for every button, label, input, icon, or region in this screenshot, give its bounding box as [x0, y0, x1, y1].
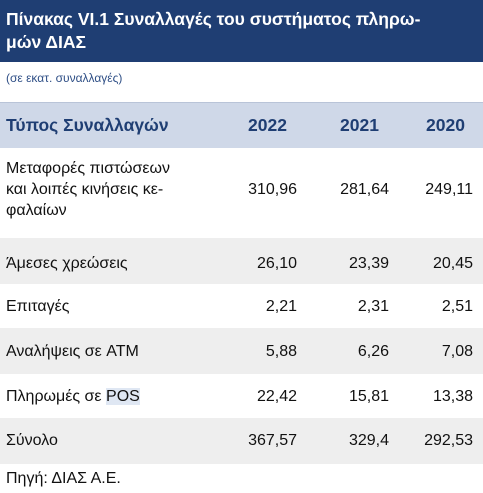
header-year-2020: 2020: [426, 115, 465, 135]
cell-2020: 2,51: [441, 298, 473, 315]
cell-2022: 367,57: [248, 432, 297, 449]
cell-2022: 22,42: [256, 388, 297, 405]
cell-2022: 310,96: [248, 181, 297, 198]
table-title-line-2: μών ΔΙΑΣ: [6, 32, 87, 52]
cell-2022: 26,10: [256, 255, 297, 272]
cell-2021: 2,31: [357, 298, 389, 315]
table-row-cheques: Επιταγές 2,21 2,31 2,51: [0, 284, 483, 328]
header-year-2021: 2021: [340, 115, 379, 135]
row-label: Αναλήψεις σε ATM: [6, 343, 139, 360]
cell-2020: 249,11: [425, 181, 473, 198]
cell-2020: 292,53: [424, 432, 473, 449]
cell-2021: 6,26: [357, 343, 389, 360]
row-label: Πληρωμές σε POS: [6, 386, 140, 407]
row-label: Μεταφορές πιστώσεων και λοιπές κινήσεις …: [6, 158, 170, 221]
row-label-line-2: και λοιπές κινήσεις κε-: [6, 181, 164, 198]
cell-2020: 7,08: [441, 343, 473, 360]
source-note: Πηγή: ΔΙΑΣ Α.Ε.: [6, 470, 121, 487]
cell-2021: 329,4: [348, 432, 389, 449]
cell-2022: 2,21: [265, 298, 297, 315]
cell-2022: 5,88: [265, 343, 297, 360]
table-title: Πίνακας VI.1 Συναλλαγές του συστήματος π…: [0, 0, 483, 62]
table-header-row: Τύπος Συναλλαγών 2022 2021 2020: [0, 102, 483, 148]
cell-2020: 13,38: [432, 388, 473, 405]
row-label-text: Πληρωμές σε: [6, 388, 107, 405]
row-label: Σύνολο: [6, 432, 58, 449]
cell-2021: 281,64: [340, 181, 389, 198]
row-label: Άμεσες χρεώσεις: [6, 255, 128, 272]
table-row-atm-withdrawals: Αναλήψεις σε ATM 5,88 6,26 7,08: [0, 328, 483, 374]
row-label-line-1: Μεταφορές πιστώσεων: [6, 160, 171, 177]
cell-2020: 20,45: [432, 255, 473, 272]
units-note: (σε εκατ. συναλλαγές): [6, 71, 123, 85]
table-row-credit-transfers: Μεταφορές πιστώσεων και λοιπές κινήσεις …: [0, 148, 483, 230]
cell-2021: 23,39: [348, 255, 389, 272]
row-label-pos: POS: [106, 388, 140, 405]
row-label-line-3: φαλαίων: [6, 202, 67, 219]
table-row-direct-debits: Άμεσες χρεώσεις 26,10 23,39 20,45: [0, 238, 483, 284]
table-row-pos-payments: Πληρωμές σε POS 22,42 15,81 13,38: [0, 374, 483, 418]
table-row-total: Σύνολο 367,57 329,4 292,53: [0, 418, 483, 464]
table-title-line-1: Πίνακας VI.1 Συναλλαγές του συστήματος π…: [6, 9, 421, 29]
row-label: Επιταγές: [6, 298, 70, 315]
header-year-2022: 2022: [248, 115, 287, 135]
header-transaction-type: Τύπος Συναλλαγών: [6, 115, 169, 135]
cell-2021: 15,81: [348, 388, 389, 405]
